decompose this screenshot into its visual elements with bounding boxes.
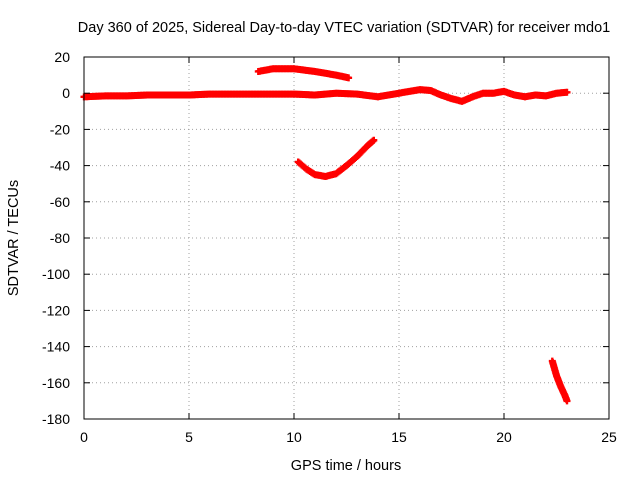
y-tick-label: -140: [42, 339, 70, 355]
plot-frame: [83, 56, 610, 420]
series-track-steep-drop: [548, 357, 571, 405]
series-track-main: [80, 86, 571, 105]
y-axis-label: SDTVAR / TECUs: [6, 180, 22, 296]
tick-marks: [83, 56, 610, 420]
y-tick-label: -80: [50, 230, 70, 246]
y-tick-label: 20: [54, 49, 70, 65]
y-tick-label: 0: [62, 85, 70, 101]
series-track-arc-upper: [254, 65, 353, 82]
x-tick-labels: 0 5 10 15 20 25: [80, 429, 617, 445]
x-tick-label: 5: [185, 429, 193, 445]
y-tick-label: -100: [42, 266, 70, 282]
data-point: [563, 397, 571, 405]
y-tick-label: -60: [50, 194, 70, 210]
y-tick-labels: 20 0 -20 -40 -60 -80 -100 -120 -140 -160 -180: [42, 49, 70, 427]
data-point: [563, 88, 571, 96]
y-tick-label: -120: [42, 302, 70, 318]
y-tick-label: -160: [42, 375, 70, 391]
x-tick-label: 10: [286, 429, 302, 445]
chart-title: Day 360 of 2025, Sidereal Day-to-day VTE…: [78, 20, 610, 36]
data-point: [345, 74, 353, 82]
x-tick-label: 20: [496, 429, 512, 445]
x-tick-label: 15: [391, 429, 407, 445]
y-tick-label: -20: [50, 121, 70, 137]
x-tick-label: 25: [601, 429, 617, 445]
series-track-arc-dip: [294, 136, 378, 180]
data-point: [370, 136, 378, 144]
grid-lines: [84, 57, 609, 419]
y-tick-label: -40: [50, 158, 70, 174]
y-tick-label: -180: [42, 411, 70, 427]
x-axis-label: GPS time / hours: [291, 458, 401, 474]
data-markers: [80, 65, 571, 405]
x-tick-label: 0: [80, 429, 88, 445]
